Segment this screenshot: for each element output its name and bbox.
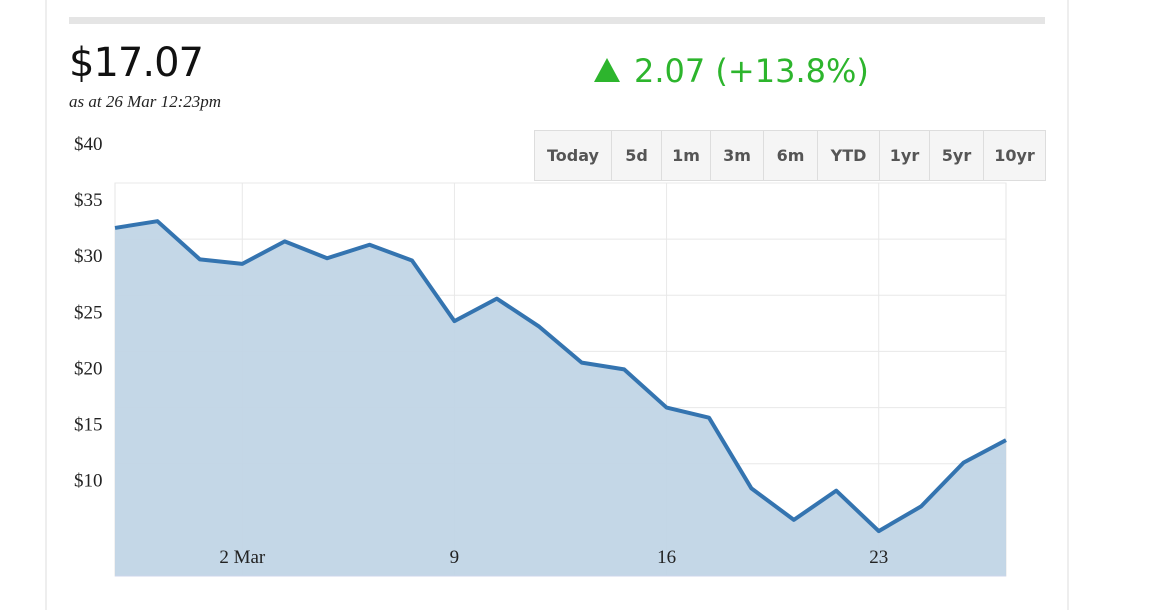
range-button[interactable]: 1yr [880, 131, 930, 180]
y-tick-label: $35 [74, 190, 103, 211]
range-button[interactable]: 5d [612, 131, 662, 180]
range-button[interactable]: 10yr [994, 146, 1035, 165]
change: 2.07 (+13.8%) [634, 52, 869, 90]
top-bar [69, 17, 1045, 24]
range-button[interactable]: YTD [818, 131, 880, 180]
range-button[interactable]: 6m [764, 131, 818, 180]
line [114, 219, 1007, 534]
range-button[interactable]: 1m [662, 131, 711, 180]
up-arrow [594, 58, 620, 82]
x-tick-label: 16 [657, 547, 676, 568]
y-tick-label: $20 [74, 358, 103, 379]
area [115, 221, 1006, 577]
range-button[interactable]: 3m [711, 131, 764, 180]
y-tick-label: $25 [74, 302, 103, 323]
x-tick-label: 23 [869, 547, 888, 568]
range-button[interactable]: 5yr [930, 131, 984, 180]
range-buttons: Today 5d 1m 3m 6m YTD 1yr 5yr 10yr [534, 130, 1046, 181]
timestamp: as at 26 Mar 12:23pm [69, 92, 221, 111]
chart: $10 $15 $20 $25 $30 $35 $40 2 Mar 9 16 23 [74, 134, 1007, 577]
y-tick-label: $10 [74, 471, 103, 492]
price: $17.07 [69, 40, 203, 86]
y-tick-label: $40 [74, 134, 103, 155]
x-tick-label: 2 Mar [219, 547, 266, 568]
y-tick-label: $15 [74, 415, 103, 436]
range-button[interactable]: Today [535, 131, 612, 180]
x-tick-label: 9 [450, 547, 460, 568]
y-tick-label: $30 [74, 246, 103, 267]
